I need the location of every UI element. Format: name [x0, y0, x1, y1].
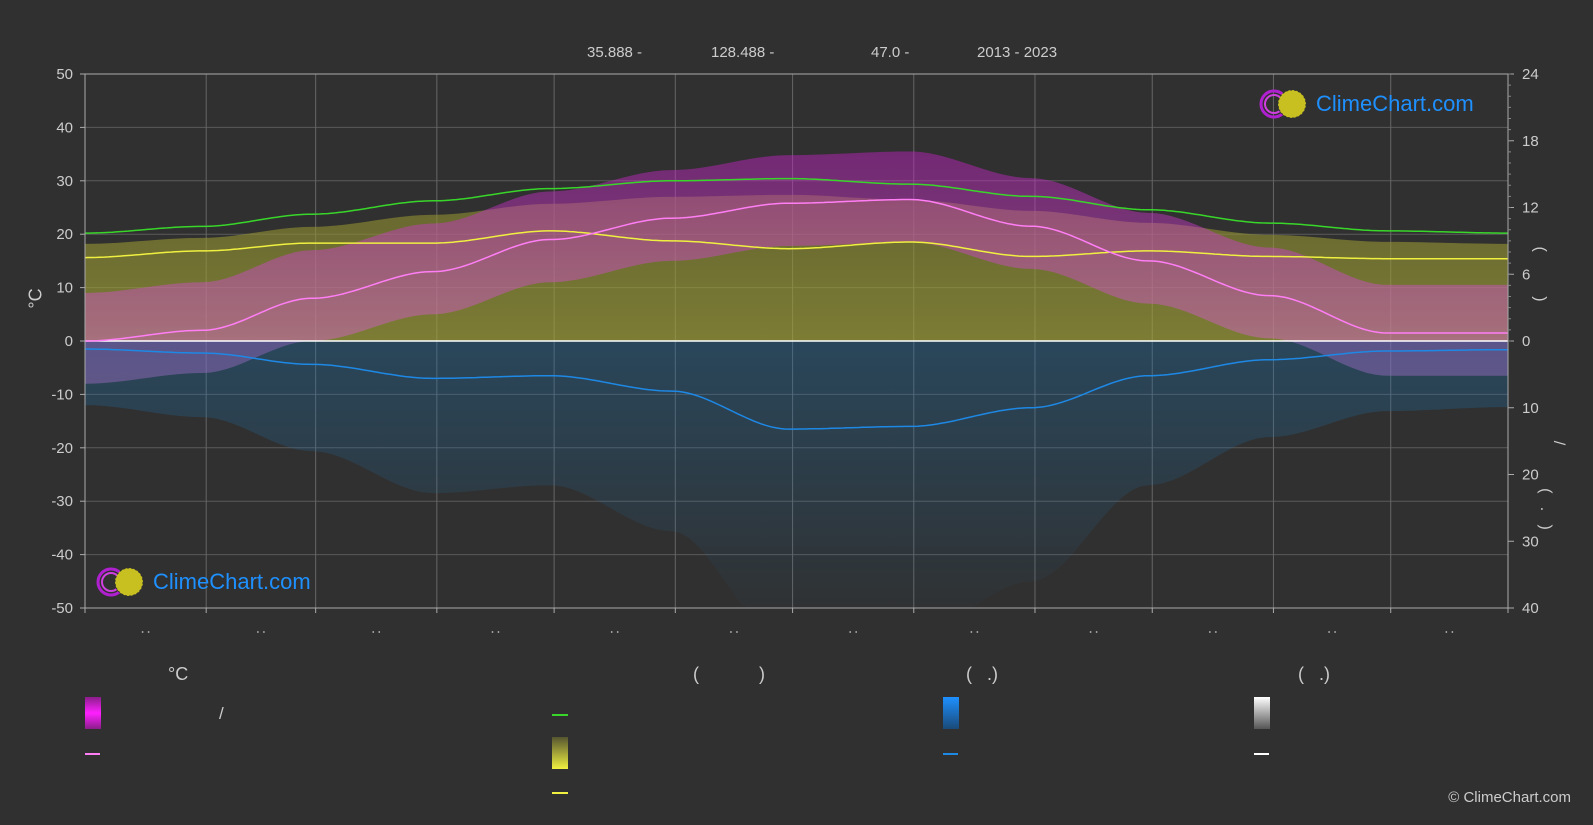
copyright: © ClimeChart.com	[1448, 789, 1571, 806]
left-tick-label: -30	[51, 493, 73, 510]
left-tick-label: 10	[56, 280, 73, 297]
logo-icon	[1259, 89, 1307, 119]
axes: 50 40 30 20 10 0 -10 -20 -30 -40 -50 24 18 12 6 0 10 20 30…	[51, 66, 1539, 633]
right-axis-precip-slash: /	[1550, 440, 1568, 446]
logo-bottom: ClimeChart.com	[95, 566, 311, 598]
legend-swatch-rain-mean	[943, 753, 958, 755]
legend-swatch-rain-range	[943, 697, 959, 729]
legend-swatch-daylight	[552, 714, 568, 716]
month-label-dot	[616, 631, 619, 633]
left-axis-unit: °C	[25, 288, 46, 309]
month-label-dot	[1095, 631, 1098, 633]
month-label-dot	[1208, 631, 1211, 633]
month-label-dot	[141, 631, 144, 633]
legend-swatch-sunshine-range	[552, 737, 568, 769]
month-label-dot	[855, 631, 858, 633]
left-tick-label: -40	[51, 547, 73, 564]
right-tick-label: 24	[1522, 66, 1539, 83]
right-tick-label: 30	[1522, 533, 1539, 550]
month-label-dot	[1445, 631, 1448, 633]
right-tick-label: 10	[1522, 400, 1539, 417]
legend-swatch-sunshine-mean	[552, 792, 568, 794]
series-line-temp-mean	[85, 198, 1508, 342]
rain-band	[85, 341, 1508, 608]
left-tick-label: -10	[51, 386, 73, 403]
month-label-dot	[147, 631, 150, 633]
header-elevation: 47.0 -	[871, 44, 910, 61]
legend-rain-heading: ( .)	[966, 664, 998, 684]
series-line-daylight	[85, 177, 1508, 234]
legend-temperature-heading: °C	[168, 664, 189, 684]
legend-swatch-temp-mean	[85, 753, 100, 755]
right-tick-label: 18	[1522, 133, 1539, 150]
logo-top: ClimeChart.com	[1258, 88, 1474, 120]
series-line-precip-mean	[85, 348, 1508, 430]
header-longitude: 128.488 -	[711, 44, 775, 61]
month-label-dot	[497, 631, 500, 633]
right-tick-label: 40	[1522, 600, 1539, 617]
right-axis-sun-label: ( )	[1531, 246, 1549, 302]
month-label-dot	[491, 631, 494, 633]
month-label-dot	[1451, 631, 1454, 633]
header-years: 2013 - 2023	[977, 44, 1058, 61]
month-label-dot	[263, 631, 265, 633]
left-tick-label: -50	[51, 600, 73, 617]
month-label-dot	[970, 631, 973, 633]
logo-text: ClimeChart.com	[1316, 91, 1474, 116]
right-tick-label: 6	[1522, 266, 1530, 283]
legend-swatch-snow-range	[1254, 697, 1270, 729]
right-axis-precip-label: ( . )	[1536, 488, 1554, 530]
month-label-dot	[736, 631, 738, 633]
month-label-dot	[610, 631, 613, 633]
left-tick-label: 50	[56, 66, 73, 83]
month-label-dot	[372, 631, 375, 633]
left-tick-label: 40	[56, 119, 73, 136]
data-bands	[85, 151, 1508, 608]
legend-temperature-slash: /	[219, 704, 224, 723]
data-lines	[84, 177, 1508, 430]
legend-snow-heading: ( .)	[1298, 664, 1330, 684]
legend-swatches	[85, 697, 1270, 794]
right-tick-label: 20	[1522, 467, 1539, 484]
left-tick-label: 30	[56, 173, 73, 190]
left-tick-label: 20	[56, 226, 73, 243]
month-label-dot	[378, 631, 381, 633]
right-tick-label: 0	[1522, 333, 1530, 350]
series-line-sunshine	[84, 230, 1508, 260]
legend-swatch-temp-range	[85, 697, 101, 729]
left-tick-label: -20	[51, 440, 73, 457]
header-latitude: 35.888 -	[587, 44, 643, 61]
month-label-dot	[1328, 631, 1330, 633]
month-label-dot	[1334, 631, 1336, 633]
month-label-dot	[730, 631, 732, 633]
logo-text: ClimeChart.com	[153, 569, 311, 594]
month-label-dot	[1214, 631, 1217, 633]
left-tick-label: 0	[65, 333, 73, 350]
right-tick-label: 12	[1522, 200, 1539, 217]
logo-icon	[96, 567, 144, 597]
legend-swatch-snow-mean	[1254, 753, 1269, 755]
month-label-dot	[976, 631, 979, 633]
legend-sunshine-heading: ( )	[693, 664, 765, 684]
month-label-dot	[1089, 631, 1092, 633]
month-label-dot	[257, 631, 259, 633]
month-label-dot	[849, 631, 852, 633]
